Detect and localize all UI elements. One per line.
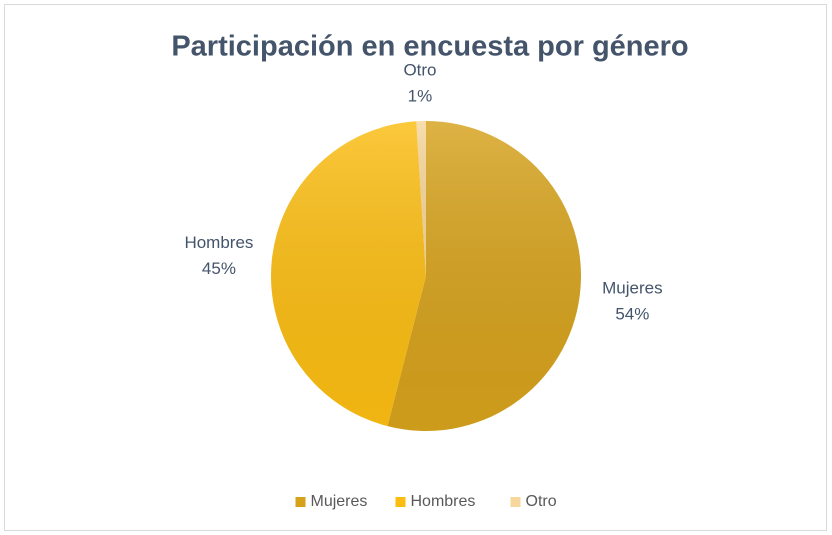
data-label-name: Hombres	[184, 233, 253, 252]
data-label-name: Otro	[403, 61, 436, 80]
data-label: 45%	[202, 259, 236, 278]
data-label: 54%	[615, 305, 649, 324]
slice-shade	[416, 121, 426, 276]
slice-shade	[271, 121, 426, 427]
legend-label: Otro	[526, 493, 557, 510]
data-label: 1%	[408, 87, 433, 106]
pie: Mujeres 54% Hombres 45% Otro 1%	[184, 61, 663, 431]
legend-label: Hombres	[411, 493, 476, 510]
legend-label: Mujeres	[311, 493, 368, 510]
legend: Mujeres Hombres Otro	[295, 493, 557, 510]
slice-shade	[387, 121, 581, 431]
data-label-name: Mujeres	[602, 279, 662, 298]
legend-swatch	[295, 497, 306, 507]
legend-swatch	[510, 497, 521, 507]
legend-swatch	[395, 497, 406, 507]
chart-title: Participación en encuesta por género	[171, 31, 688, 63]
